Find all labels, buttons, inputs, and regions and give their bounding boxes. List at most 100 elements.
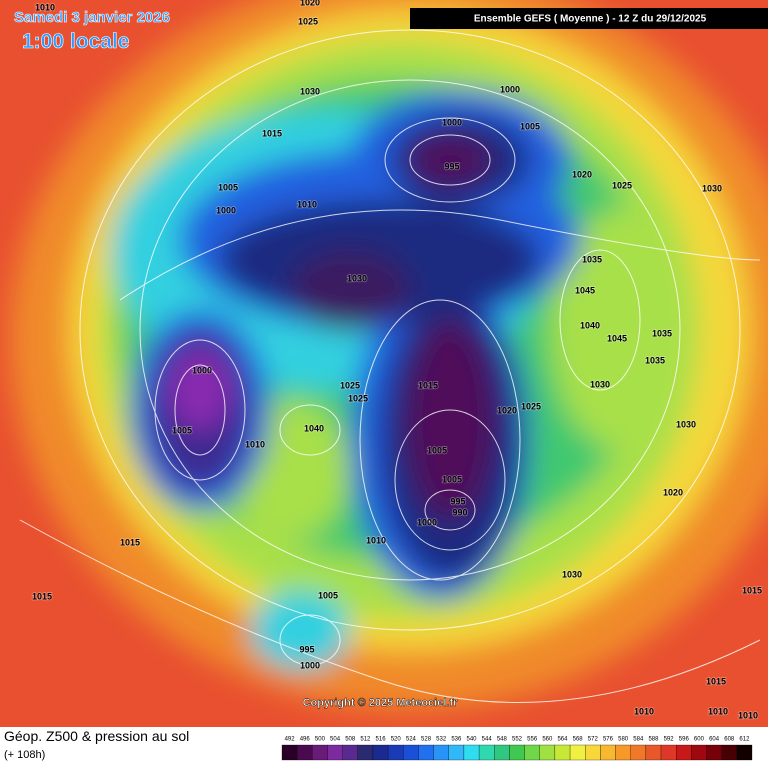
colorbar-swatch <box>615 744 631 761</box>
isobar-label: 1000 <box>300 660 320 670</box>
isobar-label: 1015 <box>262 128 282 138</box>
colorbar-swatch <box>478 744 495 761</box>
isobar-label: 1035 <box>582 254 602 264</box>
isobar-label: 1015 <box>120 537 140 547</box>
colorbar-swatch <box>645 744 662 761</box>
colorbar-swatch <box>509 744 525 761</box>
isobar-label: 1030 <box>676 419 696 429</box>
colorbar-swatch <box>403 744 419 761</box>
isobar-label: 1015 <box>418 380 438 390</box>
model-label: Ensemble GEFS ( Moyenne ) - 12 Z du 29/1… <box>474 14 707 25</box>
model-box <box>410 8 768 29</box>
isobar-label: 1005 <box>318 590 338 600</box>
colorbar-label: 524 <box>406 737 417 743</box>
isobar-label: 1020 <box>497 405 517 415</box>
colorbar-swatch <box>524 744 540 761</box>
isobar-label: 1030 <box>702 183 722 193</box>
colorbar-label: 604 <box>709 737 720 743</box>
footer-title: Géop. Z500 & pression au sol <box>4 728 189 744</box>
colorbar-label: 568 <box>573 737 584 743</box>
isobar-label: 1030 <box>347 273 367 283</box>
isobar-label: 1020 <box>300 0 320 7</box>
colorbar-swatch <box>297 744 313 761</box>
isobar-label: 1045 <box>575 285 595 295</box>
colorbar-swatch <box>372 744 389 761</box>
colorbar-swatch <box>706 744 722 761</box>
colorbar-label: 556 <box>527 737 538 743</box>
isobar-label: 995 <box>444 161 459 171</box>
colorbar-swatch <box>691 744 707 761</box>
isobar-label: 1030 <box>590 379 610 389</box>
date-label: Samedi 3 janvier 2026 <box>14 9 170 26</box>
isobar-label: 1025 <box>521 401 541 411</box>
colorbar-label: 516 <box>376 737 387 743</box>
colorbar-label: 592 <box>664 737 675 743</box>
isobar-label: 1000 <box>417 517 437 527</box>
colorbar-swatch <box>433 744 449 761</box>
isobar-label: 1015 <box>742 585 762 595</box>
time-label: 1:00 locale <box>22 30 129 53</box>
footer-lead: (+ 108h) <box>4 749 45 761</box>
colorbar-swatch <box>342 744 358 761</box>
isobar-label: 1010 <box>366 535 386 545</box>
colorbar-label: 520 <box>391 737 402 743</box>
colorbar-swatch <box>736 744 753 761</box>
colorbar-swatch <box>463 744 480 761</box>
colorbar-label: 496 <box>300 737 311 743</box>
colorbar-label: 500 <box>315 737 326 743</box>
isobar-label: 1010 <box>245 439 265 449</box>
isobar-label: 1035 <box>645 355 665 365</box>
colorbar-label: 560 <box>542 737 553 743</box>
colorbar-swatch <box>539 744 556 761</box>
colorbar-label: 544 <box>482 737 493 743</box>
colorbar-swatch <box>554 744 571 761</box>
colorbar-swatch <box>387 744 404 761</box>
isobar-label: 1005 <box>442 474 462 484</box>
colorbar-label: 576 <box>603 737 614 743</box>
colorbar-label: 552 <box>512 737 523 743</box>
isobar-label: 1025 <box>298 16 318 26</box>
colorbar-swatch <box>357 744 374 761</box>
colorbar-label: 572 <box>588 737 599 743</box>
isobar-label: 1010 <box>708 706 728 716</box>
isobar-label: 1015 <box>32 591 52 601</box>
colorbar-label: 504 <box>330 737 341 743</box>
isobar-label: 1005 <box>218 182 238 192</box>
colorbar-label: 612 <box>739 737 750 743</box>
isobar-labels: 1010 1020 1025 1030 1000 1015 1000 1005 995 1020 1… <box>31 0 763 721</box>
isobar-label: 1020 <box>663 487 683 497</box>
colorbar-label: 540 <box>467 737 478 743</box>
colorbar-label: 512 <box>360 737 371 743</box>
colorbar-label: 536 <box>451 737 462 743</box>
colorbar-swatch <box>312 744 328 761</box>
colorbar-label: 548 <box>497 737 508 743</box>
colorbar-swatch <box>448 744 465 761</box>
isobar-label: 995 <box>450 496 465 506</box>
isobar-label: 1005 <box>172 425 192 435</box>
isobar-label: 1010 <box>634 706 654 716</box>
isobar-label: 1040 <box>304 423 324 433</box>
isobar-label: 1010 <box>35 2 55 12</box>
isobar-label: 1005 <box>520 121 540 131</box>
isobar-label: 1035 <box>652 328 672 338</box>
colorbar-swatch <box>418 744 434 761</box>
colorbar-swatch <box>494 744 510 761</box>
isobar-label: 1000 <box>216 205 236 215</box>
isobar-label: 1025 <box>340 380 360 390</box>
isobar-label: 1045 <box>607 333 627 343</box>
colorbar-label: 608 <box>724 737 735 743</box>
colorbar-swatch <box>630 744 647 761</box>
isobar-label: 990 <box>452 507 467 517</box>
colorbar-label: 580 <box>618 737 629 743</box>
colorbar-swatch <box>281 744 298 761</box>
isobar-label: 1005 <box>427 445 447 455</box>
isobar-label: 995 <box>299 644 314 654</box>
colorbar-label: 600 <box>694 737 705 743</box>
isobar-label: 1015 <box>706 676 726 686</box>
colorbar-label: 508 <box>345 737 356 743</box>
colorbar-swatch <box>585 744 601 761</box>
colorbar-label: 532 <box>436 737 447 743</box>
colorbar-swatch <box>721 744 737 761</box>
colorbar-swatch <box>600 744 616 761</box>
colorbar-swatch <box>569 744 586 761</box>
